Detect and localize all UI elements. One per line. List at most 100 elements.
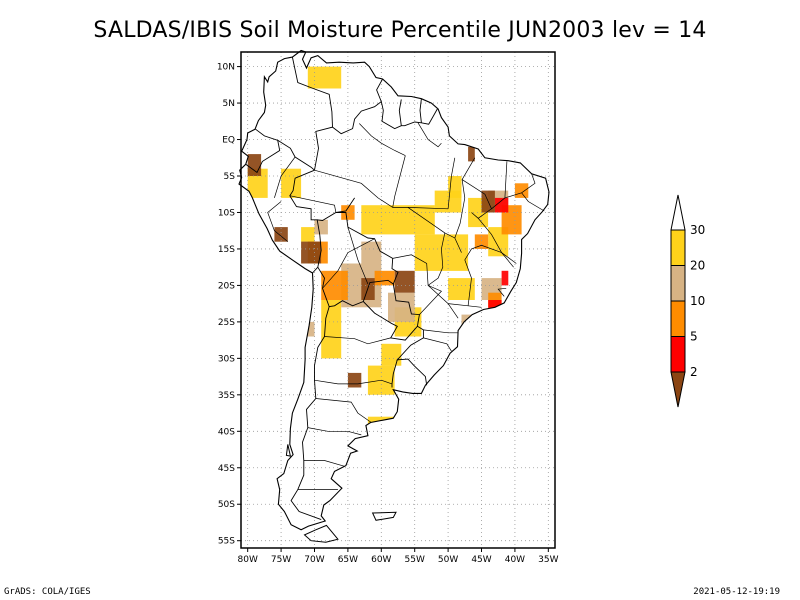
lon-tick-label: 45W bbox=[471, 555, 491, 565]
longitude-ticks: 80W 75W 70W 65W 60W 55W 50W 45W 40W 35W bbox=[238, 548, 559, 565]
state-border bbox=[471, 212, 502, 253]
state-borders bbox=[267, 122, 545, 490]
shade-patch bbox=[321, 300, 342, 359]
lon-tick-label: 75W bbox=[271, 555, 291, 565]
map-frame bbox=[240, 51, 556, 549]
lat-tick-label: 35S bbox=[218, 391, 235, 401]
state-border bbox=[324, 336, 391, 345]
shade-patch bbox=[361, 205, 435, 235]
shade-patch bbox=[347, 372, 362, 388]
graticule bbox=[241, 52, 555, 548]
state-border bbox=[314, 169, 449, 210]
lat-tick-label: 55S bbox=[218, 537, 235, 547]
lon-tick-label: 50W bbox=[438, 555, 458, 565]
shade-patch bbox=[474, 234, 489, 249]
shade-patch bbox=[381, 343, 402, 366]
state-border bbox=[497, 287, 507, 297]
country-border bbox=[398, 99, 402, 126]
lat-tick-label: 20S bbox=[218, 281, 235, 291]
state-border bbox=[322, 238, 375, 289]
shade-patch bbox=[301, 227, 315, 242]
shade-patch bbox=[501, 270, 509, 286]
island-coastline bbox=[371, 511, 397, 521]
timestamp: 2021-05-12-19:19 bbox=[693, 587, 780, 597]
shade-patch bbox=[468, 146, 475, 162]
state-border bbox=[314, 379, 393, 385]
legend-bin bbox=[670, 300, 686, 337]
state-border bbox=[448, 303, 482, 308]
shade-patch bbox=[388, 292, 415, 322]
shade-patch bbox=[301, 241, 322, 264]
lon-tick-label: 60W bbox=[371, 555, 391, 565]
state-border bbox=[359, 123, 406, 156]
legend-bin-below-2 bbox=[670, 371, 686, 408]
lat-tick-label: 5S bbox=[224, 172, 236, 182]
country-border bbox=[290, 306, 330, 521]
state-border bbox=[267, 201, 289, 242]
lat-tick-label: 5N bbox=[223, 99, 235, 109]
legend-level-label: 30 bbox=[690, 223, 705, 237]
shade-patch bbox=[394, 270, 415, 293]
lat-tick-label: 50S bbox=[218, 500, 235, 510]
color-legend: 30 20 10 5 2 bbox=[670, 194, 705, 408]
state-border bbox=[423, 337, 452, 352]
lon-tick-label: 40W bbox=[505, 555, 525, 565]
legend-bin bbox=[670, 229, 686, 266]
state-border bbox=[501, 252, 517, 264]
lon-tick-label: 80W bbox=[238, 555, 258, 565]
state-border bbox=[427, 232, 446, 286]
lat-tick-label: EQ bbox=[222, 136, 235, 146]
shade-patch bbox=[281, 168, 302, 198]
lat-tick-label: 10N bbox=[217, 63, 235, 73]
state-border bbox=[347, 226, 369, 285]
shade-patch bbox=[314, 219, 328, 235]
legend-level-label: 10 bbox=[690, 294, 705, 308]
country-border bbox=[291, 57, 333, 171]
country-border bbox=[335, 197, 355, 213]
shade-patch bbox=[514, 183, 529, 198]
state-border bbox=[274, 156, 296, 199]
state-border bbox=[407, 207, 462, 253]
country-border bbox=[380, 101, 438, 130]
shade-patch bbox=[307, 66, 342, 89]
state-border bbox=[447, 157, 456, 209]
state-border bbox=[521, 192, 545, 212]
country-border bbox=[419, 98, 422, 123]
lat-tick-label: 45S bbox=[218, 464, 235, 474]
lat-tick-label: 30S bbox=[218, 354, 235, 364]
lat-tick-label: 10S bbox=[218, 208, 235, 218]
state-border bbox=[303, 460, 345, 467]
continent-coastline bbox=[238, 49, 550, 531]
island-coastline bbox=[303, 524, 339, 543]
state-border bbox=[289, 195, 337, 213]
lat-tick-label: 40S bbox=[218, 427, 235, 437]
shade-patch bbox=[247, 154, 262, 176]
country-border bbox=[332, 78, 383, 135]
state-border bbox=[392, 254, 442, 315]
state-border bbox=[307, 427, 362, 436]
coastline bbox=[238, 49, 550, 543]
state-border bbox=[392, 155, 406, 208]
lat-tick-label: 25S bbox=[218, 318, 235, 328]
shade-patch bbox=[448, 278, 475, 300]
lon-tick-label: 55W bbox=[405, 555, 425, 565]
political-borders bbox=[245, 57, 438, 521]
legend-bin-above-30 bbox=[670, 194, 686, 231]
legend-level-label: 20 bbox=[690, 259, 705, 273]
legend-level-label: 2 bbox=[690, 365, 698, 379]
lat-tick-label: 15S bbox=[218, 245, 235, 255]
country-border bbox=[391, 359, 398, 388]
lon-tick-label: 35W bbox=[538, 555, 558, 565]
legend-bin bbox=[670, 265, 686, 302]
lon-tick-label: 70W bbox=[304, 555, 324, 565]
legend-bin bbox=[670, 336, 686, 373]
shade-patch bbox=[494, 197, 509, 213]
state-border bbox=[461, 179, 492, 219]
shade-patch bbox=[274, 227, 288, 242]
state-border bbox=[454, 157, 476, 239]
grads-credit: GrADS: COLA/IGES bbox=[4, 587, 91, 597]
shade-patch bbox=[448, 176, 462, 198]
lon-tick-label: 65W bbox=[338, 555, 358, 565]
legend-level-label: 5 bbox=[690, 330, 698, 344]
